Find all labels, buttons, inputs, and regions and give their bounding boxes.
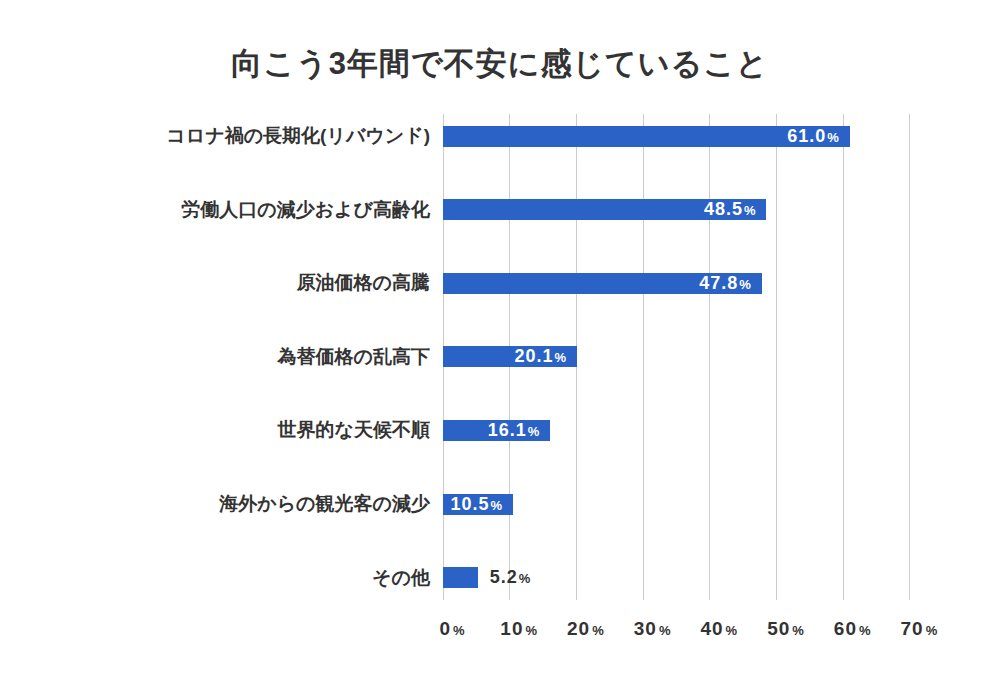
gridline	[709, 114, 710, 600]
value-label: 5.2%	[490, 565, 531, 591]
category-label: 原油価格の高騰	[0, 270, 430, 296]
bar: 48.5%	[443, 199, 766, 220]
category-label: 世界的な天候不順	[0, 417, 430, 443]
x-tick-label: 70%	[879, 617, 959, 643]
category-label: コロナ禍の長期化(リバウンド)	[0, 123, 430, 149]
chart-page: 向こう3年間で不安に感じていること 0%10%20%30%40%50%60%70…	[0, 0, 1000, 690]
chart-title: 向こう3年間で不安に感じていること	[0, 43, 1000, 85]
gridline	[643, 114, 644, 600]
value-label: 16.1%	[488, 420, 540, 441]
category-label: その他	[0, 565, 430, 591]
gridline	[843, 114, 844, 600]
value-label: 5.2%	[490, 567, 531, 588]
value-label: 48.5%	[704, 199, 756, 220]
gridline	[909, 114, 910, 600]
bar: 61.0%	[443, 126, 850, 147]
value-label: 20.1%	[514, 346, 566, 367]
gridline	[776, 114, 777, 600]
value-label: 47.8%	[699, 273, 751, 294]
bar: 16.1%	[443, 420, 550, 441]
category-label: 労働人口の減少および高齢化	[0, 197, 430, 223]
value-label: 61.0%	[787, 126, 839, 147]
value-label: 10.5%	[450, 494, 502, 515]
category-label: 為替価格の乱高下	[0, 344, 430, 370]
bar: 20.1%	[443, 346, 577, 367]
bar: 47.8%	[443, 273, 762, 294]
category-label: 海外からの観光客の減少	[0, 491, 430, 517]
bar: 10.5%	[443, 494, 513, 515]
bar	[443, 567, 478, 588]
